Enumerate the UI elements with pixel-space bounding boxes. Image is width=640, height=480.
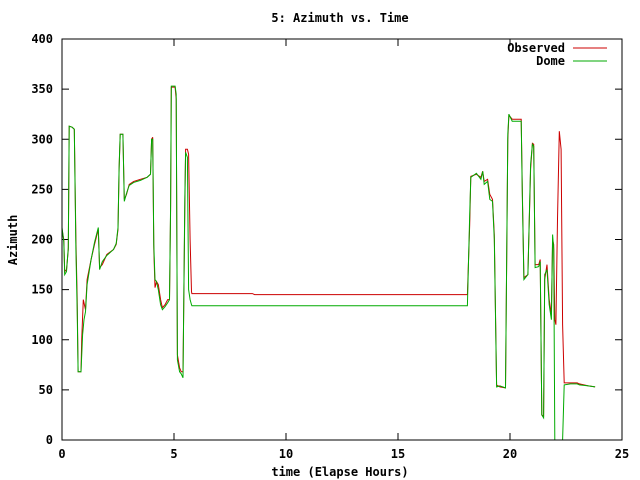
y-tick-label: 50 (39, 383, 53, 397)
y-tick-label: 250 (31, 182, 53, 196)
chart-title: 5: Azimuth vs. Time (271, 11, 408, 25)
plot-series (61, 85, 596, 441)
y-tick-label: 400 (31, 32, 53, 46)
x-tick-label: 10 (279, 447, 293, 461)
legend-label-dome: Dome (536, 54, 565, 68)
y-tick-label: 150 (31, 283, 53, 297)
y-tick-label: 0 (46, 433, 53, 447)
x-tick-label: 15 (391, 447, 405, 461)
y-tick-label: 100 (31, 333, 53, 347)
x-tick-label: 5 (170, 447, 177, 461)
plot-frame (61, 38, 623, 441)
x-tick-label: 25 (615, 447, 629, 461)
series-line-dome (61, 85, 596, 441)
x-tick-label: 20 (503, 447, 517, 461)
y-tick-label: 300 (31, 132, 53, 146)
series-line-observed (61, 86, 596, 417)
x-axis-label: time (Elapse Hours) (271, 465, 408, 479)
legend-label-observed: Observed (507, 41, 565, 55)
y-tick-label: 200 (31, 233, 53, 247)
x-tick-label: 0 (58, 447, 65, 461)
y-tick-label: 350 (31, 82, 53, 96)
y-axis-label: Azimuth (6, 215, 20, 266)
